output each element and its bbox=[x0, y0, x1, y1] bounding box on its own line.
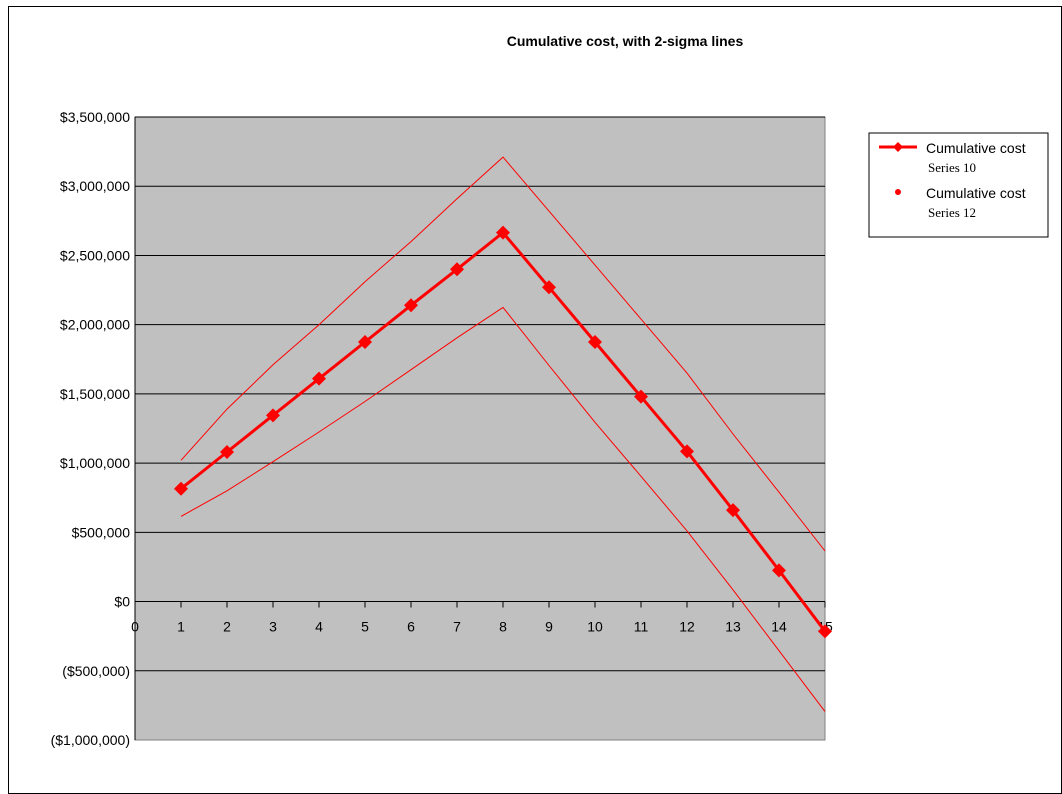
y-tick-label: $1,000,000 bbox=[60, 455, 130, 471]
series-layer bbox=[174, 156, 832, 712]
y-tick-label: $3,500,000 bbox=[60, 109, 130, 125]
x-tick-label: 6 bbox=[407, 619, 415, 635]
legend-sublabel: Series 10 bbox=[928, 160, 976, 175]
legend-sublabel: Series 12 bbox=[928, 205, 976, 220]
data-point-marker bbox=[588, 334, 602, 349]
y-tick-label: $2,500,000 bbox=[60, 247, 130, 263]
x-tick-label: 12 bbox=[679, 619, 695, 635]
y-tick-label: ($1,000,000) bbox=[51, 732, 130, 748]
legend: Cumulative cost Series 10 Cumulative cost S… bbox=[868, 132, 1049, 238]
y-tick-label: $1,500,000 bbox=[60, 386, 130, 402]
x-tick-label: 9 bbox=[545, 619, 553, 635]
x-tick-label: 1 bbox=[177, 619, 185, 635]
plot-area bbox=[134, 116, 826, 741]
x-tick-label: 2 bbox=[223, 619, 231, 635]
y-tick-label: $0 bbox=[114, 594, 130, 610]
y-tick-label: $500,000 bbox=[72, 524, 131, 540]
series-line-2 bbox=[180, 306, 826, 712]
x-tick-label: 0 bbox=[131, 619, 139, 635]
data-point-marker bbox=[818, 624, 832, 639]
data-point-marker bbox=[634, 389, 648, 404]
y-tick-label: ($500,000) bbox=[62, 663, 130, 679]
y-tick-label: $3,000,000 bbox=[60, 178, 130, 194]
data-point-marker bbox=[358, 334, 372, 349]
data-point-marker bbox=[312, 371, 326, 386]
x-tick-label: 3 bbox=[269, 619, 277, 635]
data-point-marker bbox=[220, 445, 234, 460]
x-tick-label: 5 bbox=[361, 619, 369, 635]
data-point-marker bbox=[772, 563, 786, 578]
data-point-marker bbox=[726, 503, 740, 518]
data-point-marker bbox=[404, 298, 418, 313]
x-tick-label: 14 bbox=[771, 619, 787, 635]
data-point-marker bbox=[450, 262, 464, 277]
data-point-marker bbox=[542, 280, 556, 295]
x-tick-label: 8 bbox=[499, 619, 507, 635]
series-line-1 bbox=[180, 156, 826, 552]
legend-label: Cumulative cost bbox=[926, 185, 1026, 201]
legend-label: Cumulative cost bbox=[926, 140, 1026, 156]
axes: $3,500,000 $3,000,000 $2,500,000 $2,000,000… bbox=[51, 109, 833, 748]
data-point-marker bbox=[174, 481, 188, 496]
data-point-marker bbox=[496, 225, 510, 240]
x-tick-label: 13 bbox=[725, 619, 741, 635]
x-tick-label: 10 bbox=[587, 619, 603, 635]
x-tick-label: 7 bbox=[453, 619, 461, 635]
x-tick-label: 11 bbox=[634, 619, 649, 635]
chart-title: Cumulative cost, with 2-sigma lines bbox=[507, 33, 744, 49]
y-tick-label: $2,000,000 bbox=[60, 317, 130, 333]
gridlines bbox=[135, 116, 825, 672]
data-point-marker bbox=[680, 444, 694, 459]
data-point-marker bbox=[266, 408, 280, 423]
legend-swatch-dot bbox=[895, 189, 901, 195]
x-tick-label: 4 bbox=[315, 619, 323, 635]
legend-swatch-marker bbox=[893, 142, 903, 152]
